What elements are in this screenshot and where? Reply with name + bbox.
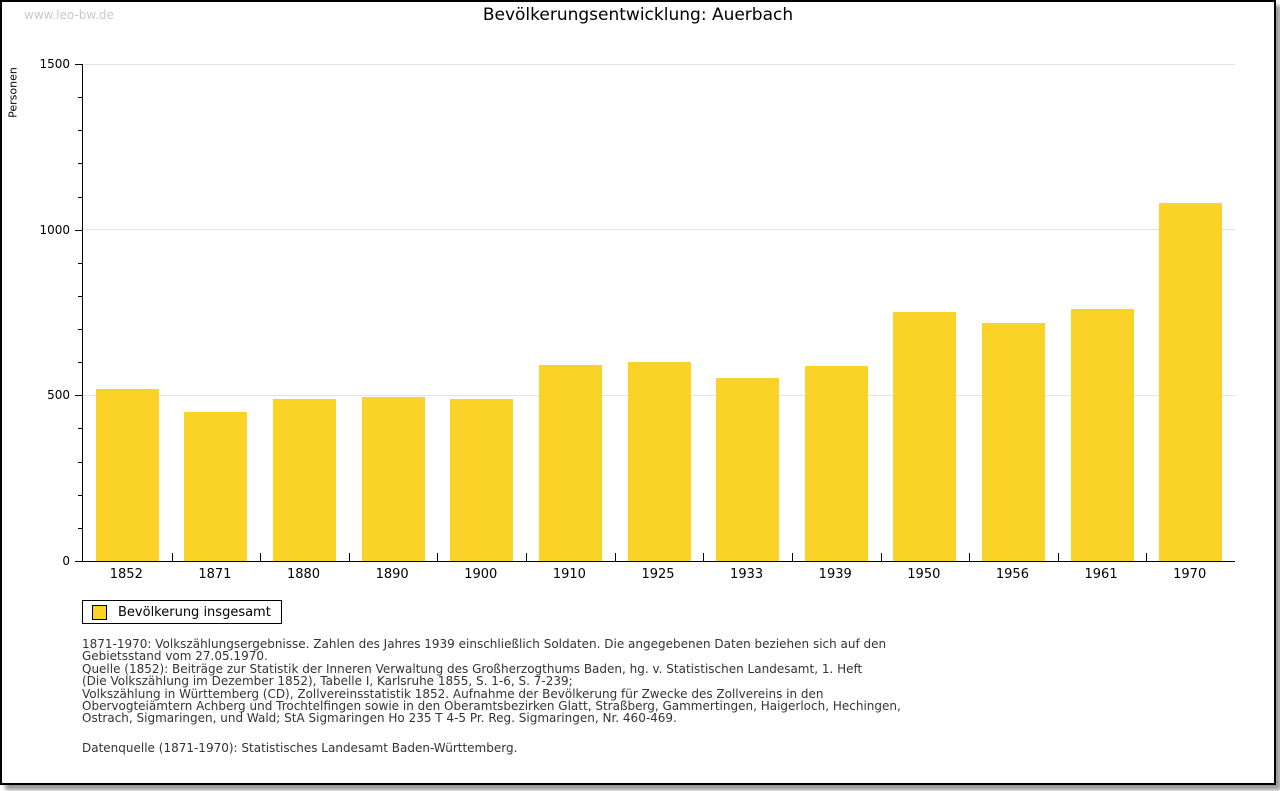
legend-label: Bevölkerung insgesamt: [118, 604, 271, 620]
x-axis-tick: [969, 553, 971, 561]
y-axis-major-tick: [75, 229, 82, 231]
x-tick-label-1956: 1956: [995, 567, 1029, 582]
x-axis-tick: [1057, 553, 1059, 561]
y-axis-minor-tick: [78, 262, 82, 264]
plot-area: [82, 63, 1235, 562]
y-axis-major-tick: [75, 64, 82, 65]
x-axis-tick: [348, 553, 350, 561]
x-tick-label-1852: 1852: [109, 567, 143, 582]
gridline-1500: [83, 63, 1235, 65]
footnotes: 1871-1970: Volkszählungsergebnisse. Zahl…: [82, 638, 901, 725]
x-axis-tick: [703, 553, 705, 561]
y-axis-minor-tick: [78, 163, 82, 165]
x-tick-label-1871: 1871: [198, 567, 232, 582]
bar-1950: [893, 311, 957, 561]
bar-1880: [273, 399, 337, 561]
x-tick-label-1950: 1950: [907, 567, 941, 582]
y-axis-minor-tick: [78, 494, 82, 496]
legend-swatch: [92, 604, 107, 620]
chart-title: Bevölkerungsentwicklung: Auerbach: [482, 5, 794, 25]
bar-1970: [1159, 203, 1223, 561]
footnote-line: 1871-1970: Volkszählungsergebnisse. Zahl…: [82, 637, 887, 651]
footnote-line: (Die Volkszählung im Dezember 1852), Tab…: [82, 674, 573, 689]
x-axis-tick: [526, 553, 528, 561]
y-axis-minor-tick: [78, 329, 82, 331]
gridline-1000: [83, 229, 1235, 231]
bar-1939: [804, 366, 868, 561]
bar-1852: [95, 389, 159, 561]
bar-1961: [1070, 308, 1134, 561]
x-axis-tick: [880, 553, 882, 561]
y-axis-minor-tick: [78, 130, 82, 132]
x-axis-tick: [171, 553, 173, 561]
datasource-note: Datenquelle (1871-1970): Statistisches L…: [82, 741, 518, 755]
bar-1933: [716, 377, 780, 561]
bar-1910: [538, 364, 602, 561]
bar-1871: [184, 411, 248, 561]
x-tick-label-1925: 1925: [641, 567, 675, 582]
bar-1890: [361, 397, 425, 561]
watermark: www.leo-bw.de: [24, 8, 114, 22]
y-axis-minor-tick: [78, 196, 82, 198]
y-tick-label-0: 0: [62, 554, 70, 568]
x-axis-tick: [1146, 553, 1148, 561]
footnote-line: Ostrach, Sigmaringen, und Wald; StA Sigm…: [82, 711, 677, 726]
y-axis-minor-tick: [78, 527, 82, 529]
y-axis-major-tick: [75, 561, 82, 562]
footnote-line: Volkszählung in Württemberg (CD), Zollve…: [82, 686, 824, 701]
footnote-line: Quelle (1852): Beiträge zur Statistik de…: [82, 661, 863, 676]
y-axis-minor-tick: [78, 97, 82, 99]
y-tick-label-500: 500: [47, 388, 70, 403]
x-axis-tick: [791, 553, 793, 561]
x-tick-label-1880: 1880: [286, 567, 321, 582]
y-axis-minor-tick: [78, 295, 82, 297]
footnote-line: Gebietsstand vom 27.05.1970.: [82, 649, 268, 664]
x-tick-label-1970: 1970: [1173, 567, 1207, 582]
x-tick-label-1900: 1900: [464, 567, 498, 582]
bar-1956: [981, 323, 1045, 561]
y-tick-label-1500: 1500: [39, 57, 70, 71]
x-tick-label-1890: 1890: [375, 567, 409, 582]
y-axis-minor-tick: [78, 428, 82, 430]
y-axis-minor-tick: [78, 362, 82, 364]
x-axis-tick: [614, 553, 616, 561]
x-tick-label-1910: 1910: [552, 567, 586, 582]
y-axis-minor-tick: [78, 461, 82, 463]
x-tick-label-1939: 1939: [818, 567, 852, 582]
x-tick-label-1933: 1933: [730, 567, 764, 582]
x-axis-tick: [260, 553, 262, 561]
legend: Bevölkerung insgesamt: [82, 600, 282, 624]
bar-1925: [627, 362, 691, 561]
bar-1900: [450, 398, 514, 561]
x-tick-label-1961: 1961: [1084, 567, 1118, 582]
x-axis-tick: [437, 553, 439, 561]
y-tick-label-1000: 1000: [39, 222, 70, 237]
y-axis-major-tick: [75, 395, 82, 397]
footnote-line: Obervogteiämtern Achberg und Trochtelfin…: [82, 699, 901, 714]
